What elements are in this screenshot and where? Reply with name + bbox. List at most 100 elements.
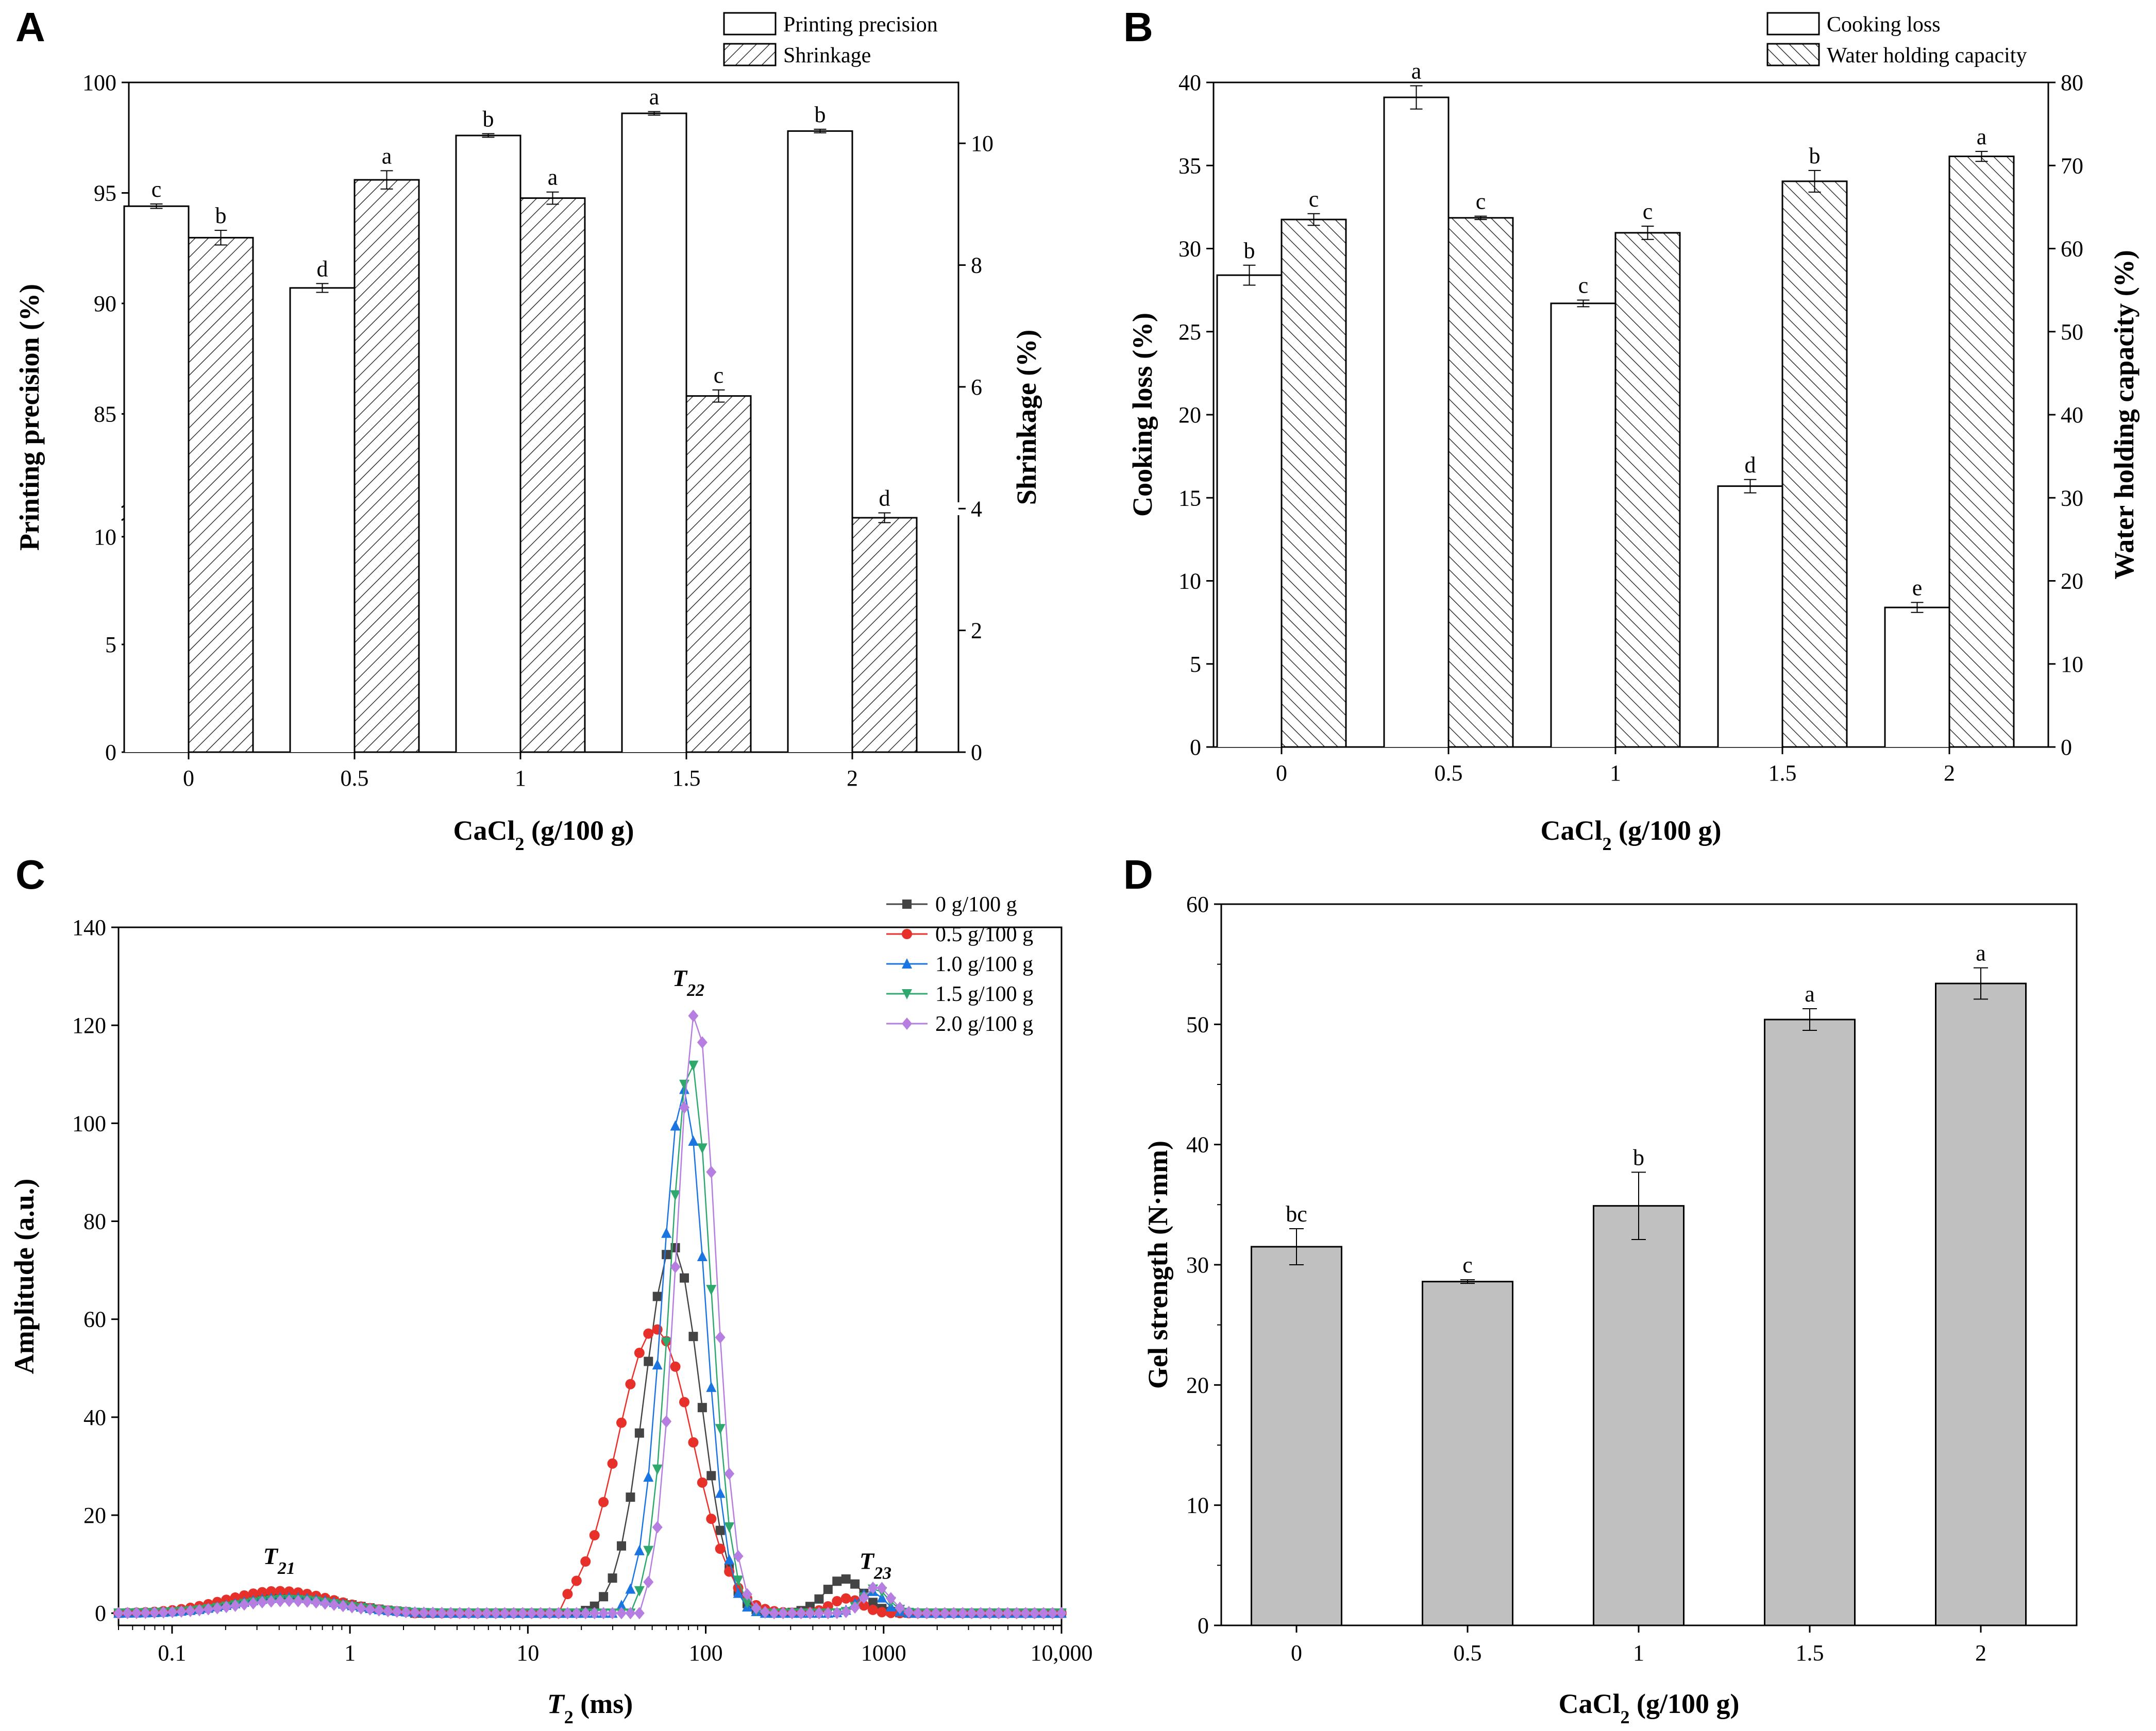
panel-a-x-axis-title: CaCl2 (g/100 g)	[453, 815, 634, 854]
panel-c-point-marker	[688, 1060, 699, 1071]
panel-c-point-marker	[580, 1607, 591, 1620]
panel-b-right-tick-label: 60	[2061, 236, 2083, 262]
panel-c-point-marker	[966, 1607, 977, 1620]
panel-b-errorbar	[1243, 264, 1256, 286]
panel-d-y-axis-title: Gel strength (N·mm)	[1142, 1141, 1173, 1389]
panel-c-point-marker	[1002, 1607, 1013, 1620]
panel-c-point-marker	[733, 1575, 744, 1586]
panel-a-sig-letter: a	[548, 165, 558, 190]
panel-a-x-axis-title-main: CaCl	[453, 815, 515, 846]
panel-c-peak-label-main: T	[860, 1548, 875, 1574]
panel-b-sig-letter: a	[1411, 58, 1422, 83]
panel-c-point-marker	[167, 1606, 178, 1619]
panel-c-x-tick-label: 0.1	[158, 1640, 186, 1666]
panel-c-point-marker	[643, 1328, 654, 1339]
panel-a-legend-label: Printing precision	[783, 13, 938, 37]
panel-c-point-marker	[239, 1590, 249, 1601]
panel-c-point-marker	[553, 1607, 564, 1620]
panel-a-errorbar	[878, 512, 891, 523]
panel-b-errorbar	[1975, 150, 1988, 162]
panel-c-point-marker	[311, 1596, 322, 1609]
panel-a-left-tick-label: 90	[94, 291, 116, 316]
panel-b-x-axis-title-rest: (g/100 g)	[1612, 815, 1722, 846]
panel-a-left-tick-label: 100	[82, 70, 116, 95]
panel-a-legend-swatch-hatched	[723, 43, 777, 66]
panel-c-peak-label: T22	[672, 965, 704, 1000]
panel-d-x-tick-label: 0.5	[1454, 1640, 1482, 1666]
panel-c-point-marker	[652, 1464, 663, 1475]
panel-c-point-marker	[724, 1467, 735, 1480]
panel-c-point-marker	[617, 1541, 626, 1551]
panel-c-point-marker	[319, 1597, 330, 1610]
panel-c-point-marker	[248, 1588, 259, 1599]
panel-a-sig-letter: b	[815, 102, 826, 127]
panel-c-point-marker	[517, 1607, 528, 1620]
panel-c-point-marker	[266, 1595, 277, 1608]
panel-a-x-tick-label: 1	[515, 766, 526, 791]
panel-c-x-axis-title-rest: (ms)	[574, 1688, 633, 1719]
panel-c-series-line	[118, 1246, 1062, 1614]
panel-c-point-marker	[877, 1607, 887, 1618]
panel-d-x-axis-title-sub: 2	[1621, 1707, 1630, 1727]
panel-b-legend-swatch-open	[1766, 12, 1820, 36]
panel-a-legend-swatch-open	[723, 12, 777, 36]
panel-c-y-tick-label: 0	[95, 1601, 106, 1626]
panel-c-point-marker	[902, 989, 912, 999]
panel-a-bar-printing-precision	[621, 112, 687, 752]
panel-c-x-tick-label: 1000	[861, 1640, 906, 1666]
panel-b-errorbar	[1307, 213, 1320, 226]
panel-c-point-marker	[608, 1573, 617, 1583]
panel-c-peak-label: T21	[263, 1543, 295, 1578]
panel-c-point-marker	[526, 1607, 537, 1620]
panel-c-point-marker	[535, 1607, 546, 1620]
panel-c-point-marker	[194, 1604, 205, 1617]
panel-c-point-marker	[410, 1606, 420, 1619]
panel-d-bar-gel-strength	[1593, 1205, 1685, 1626]
panel-c-point-marker	[742, 1598, 752, 1609]
panel-c-point-marker	[733, 1587, 744, 1598]
panel-a-errorbar	[648, 111, 661, 116]
panel-c-point-marker	[634, 1607, 645, 1620]
panel-b-left-tick-label: 35	[1178, 153, 1201, 178]
panel-c-point-marker	[428, 1606, 438, 1619]
panel-b-errorbar	[1744, 479, 1757, 494]
panel-b-left-tick-label: 40	[1178, 70, 1201, 95]
panel-c-point-marker	[131, 1606, 142, 1619]
panel-c-point-marker	[491, 1607, 501, 1620]
panel-d-y-tick-label: 50	[1186, 1012, 1209, 1037]
panel-label-b: B	[1123, 4, 1153, 50]
panel-b-x-axis-title: CaCl2 (g/100 g)	[1541, 815, 1722, 854]
panel-c-point-marker	[975, 1607, 986, 1620]
panel-label-c: C	[15, 852, 45, 897]
panel-c-y-tick-label: 140	[72, 915, 106, 940]
panel-c-legend-label: 2.0 g/100 g	[935, 1012, 1033, 1036]
panel-c-point-marker	[902, 929, 912, 939]
panel-b-left-tick-label: 15	[1178, 485, 1201, 511]
panel-c-point-marker	[902, 1017, 912, 1030]
panel-c-point-marker	[796, 1607, 806, 1620]
panel-a-sig-letter: a	[382, 143, 392, 168]
panel-a-legend-label: Shrinkage	[783, 44, 871, 67]
panel-c-point-marker	[1020, 1607, 1031, 1620]
panel-d-gel-strength-chart: 0 10 20 30 40 50 60 0 bc 0.5 c 1 b 1.5 a 2 a Gel strength…	[1142, 892, 2078, 1727]
panel-a-x-tick-label: 1.5	[672, 766, 701, 791]
panel-a-errorbar	[380, 170, 393, 190]
panel-label-a: A	[15, 4, 45, 50]
panel-c-point-marker	[697, 1036, 708, 1049]
panel-c-point-marker	[787, 1607, 798, 1620]
panel-c-y-tick-label: 60	[83, 1307, 106, 1332]
panel-c-point-marker	[840, 1593, 851, 1604]
panel-a-bar-printing-precision	[787, 130, 853, 752]
panel-a-sig-letter: c	[714, 363, 724, 388]
panel-c-point-marker	[122, 1606, 133, 1619]
panel-b-bar-water-holding-capacity	[1447, 217, 1514, 748]
panel-d-bar-gel-strength	[1422, 1281, 1513, 1626]
panel-c-point-marker	[697, 1143, 708, 1154]
panel-c-x-axis-title: T2 (ms)	[547, 1688, 633, 1727]
panel-c-x-tick-label: 1	[344, 1640, 356, 1666]
panel-c-point-marker	[571, 1607, 582, 1620]
panel-c-point-marker	[257, 1587, 267, 1598]
panel-c-y-tick-label: 80	[83, 1209, 106, 1234]
panel-c-point-marker	[957, 1607, 968, 1620]
